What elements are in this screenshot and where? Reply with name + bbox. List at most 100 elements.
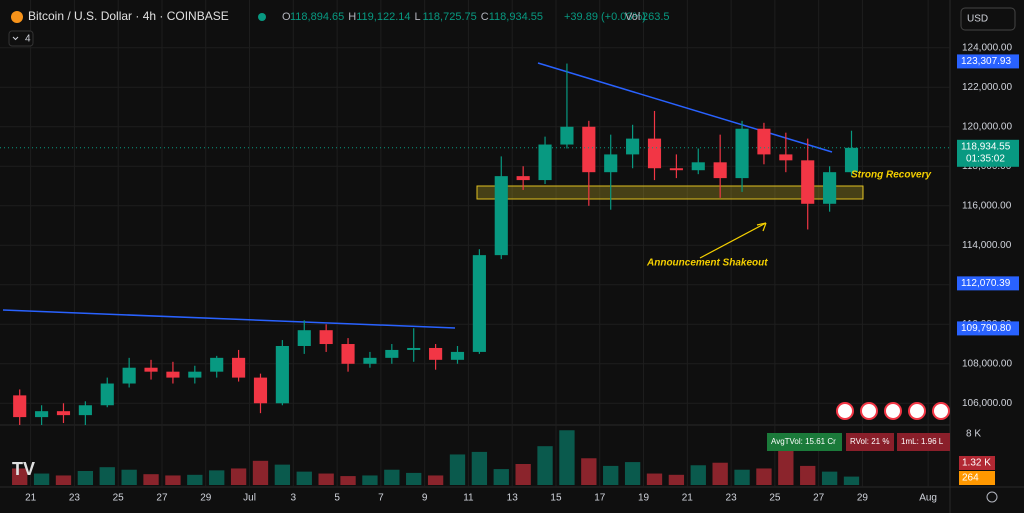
candle-body <box>494 176 508 256</box>
ohlc-value: 118,934.55 <box>489 11 543 23</box>
ohlc-value: 119,122.14 <box>356 11 410 23</box>
candle-body <box>844 147 859 173</box>
arrow <box>699 222 767 259</box>
candle-body <box>275 345 289 404</box>
candle-body <box>450 351 465 360</box>
chevron <box>12 36 19 41</box>
volume-bar <box>318 473 334 485</box>
ohlc-value: 118,894.65 <box>290 11 344 23</box>
volume-bar <box>121 469 137 485</box>
annotation: Announcement Shakeout <box>646 258 768 269</box>
ohlc-label: L <box>415 11 421 23</box>
volume-bar <box>843 476 860 485</box>
candle-body <box>144 367 158 372</box>
x-tick-label: Aug <box>919 493 937 504</box>
logo: TV <box>12 459 35 479</box>
volume-badge <box>959 456 995 470</box>
ohlc-value: 118,725.75 <box>423 11 477 23</box>
annotation: Strong Recovery <box>851 170 931 181</box>
badge-text: RVol: 21 % <box>850 437 889 446</box>
indicator-count: 4 <box>25 34 31 45</box>
candle-body <box>647 138 662 169</box>
volume-bar <box>624 462 641 485</box>
collapse-button[interactable] <box>8 30 34 47</box>
candle-body <box>341 344 355 364</box>
flag[interactable] <box>932 402 950 420</box>
badge-text: 1mL: 1.96 L <box>901 437 944 446</box>
candle-body <box>232 357 246 378</box>
volume-bar <box>296 471 312 485</box>
candle-body <box>779 154 793 161</box>
candle-body <box>823 172 837 204</box>
y-tick-label: 124,000.00 <box>962 42 1012 53</box>
candle-body <box>757 128 771 155</box>
volume-bar <box>33 473 50 485</box>
volume-bar <box>77 471 94 485</box>
support-zone <box>476 185 864 200</box>
change: +39.89 (+0.03%) <box>564 11 646 23</box>
x-tick-label: 3 <box>291 493 297 504</box>
y-tick-label: 108,000.00 <box>962 358 1012 369</box>
price-badge <box>957 321 1019 336</box>
candle-body <box>166 371 180 378</box>
current-price-label: 118,934.55 <box>961 141 1011 152</box>
ohlc-label: H <box>348 11 356 23</box>
x-tick-label: 15 <box>550 493 562 504</box>
volume-bar <box>12 468 28 485</box>
candle-body <box>407 347 421 350</box>
x-tick-label: 21 <box>25 493 37 504</box>
candle-body <box>626 138 640 155</box>
volume-badge-label: 264 <box>962 473 979 484</box>
volume-bar <box>99 467 115 485</box>
candle-body <box>35 411 49 418</box>
volume-bar <box>165 475 181 485</box>
volume-bar <box>603 465 619 485</box>
candle-body <box>604 154 618 173</box>
volume-bar <box>274 464 291 485</box>
ohlc-label: O <box>282 11 291 23</box>
x-tick-label: 11 <box>463 493 474 504</box>
candle-body <box>210 357 224 372</box>
price-badge-label: 123,307.93 <box>961 56 1011 67</box>
x-tick-label: 27 <box>156 493 168 504</box>
y-tick-label: 106,000.00 <box>962 398 1012 409</box>
volume-tick-label: 8 K <box>966 429 981 440</box>
x-tick-label: 13 <box>507 493 519 504</box>
badge <box>897 433 950 451</box>
currency-button[interactable] <box>960 7 1016 31</box>
candle-body <box>801 160 815 204</box>
candle-body <box>319 330 333 345</box>
badge-text: AvgTVol: 15.61 Cr <box>771 437 836 446</box>
price-badge <box>957 276 1019 291</box>
candle-body <box>78 405 92 416</box>
flag[interactable] <box>884 402 902 420</box>
x-tick-label: 25 <box>769 493 781 504</box>
x-tick-label: 29 <box>200 493 212 504</box>
candle-body <box>297 330 311 346</box>
x-tick-label: 25 <box>113 493 125 504</box>
candle-body <box>472 255 486 352</box>
settings-icon[interactable] <box>986 491 998 503</box>
price-badge-label: 109,790.80 <box>961 323 1011 334</box>
flag[interactable] <box>860 402 878 420</box>
volume-bar <box>230 468 247 485</box>
candle-body <box>713 162 727 179</box>
x-tick-label: 19 <box>638 493 650 504</box>
candle-body <box>100 383 114 406</box>
flag[interactable] <box>836 402 854 420</box>
event-flags <box>836 402 950 420</box>
y-tick-label: 114,000.00 <box>962 240 1012 251</box>
current-price-badge <box>957 139 1019 167</box>
ohlc-label: C <box>481 11 489 23</box>
volume-bar <box>800 465 816 485</box>
candle-body <box>538 144 552 181</box>
x-tick-label: 23 <box>726 493 738 504</box>
volume-bar <box>252 460 269 485</box>
volume-bar <box>493 469 509 485</box>
volume-bar <box>646 473 663 485</box>
y-tick-label: 120,000.00 <box>962 121 1012 132</box>
x-tick-label: 23 <box>69 493 81 504</box>
x-tick-label: 29 <box>857 493 869 504</box>
flag[interactable] <box>908 402 926 420</box>
price-badge-label: 112,070.39 <box>961 278 1011 289</box>
